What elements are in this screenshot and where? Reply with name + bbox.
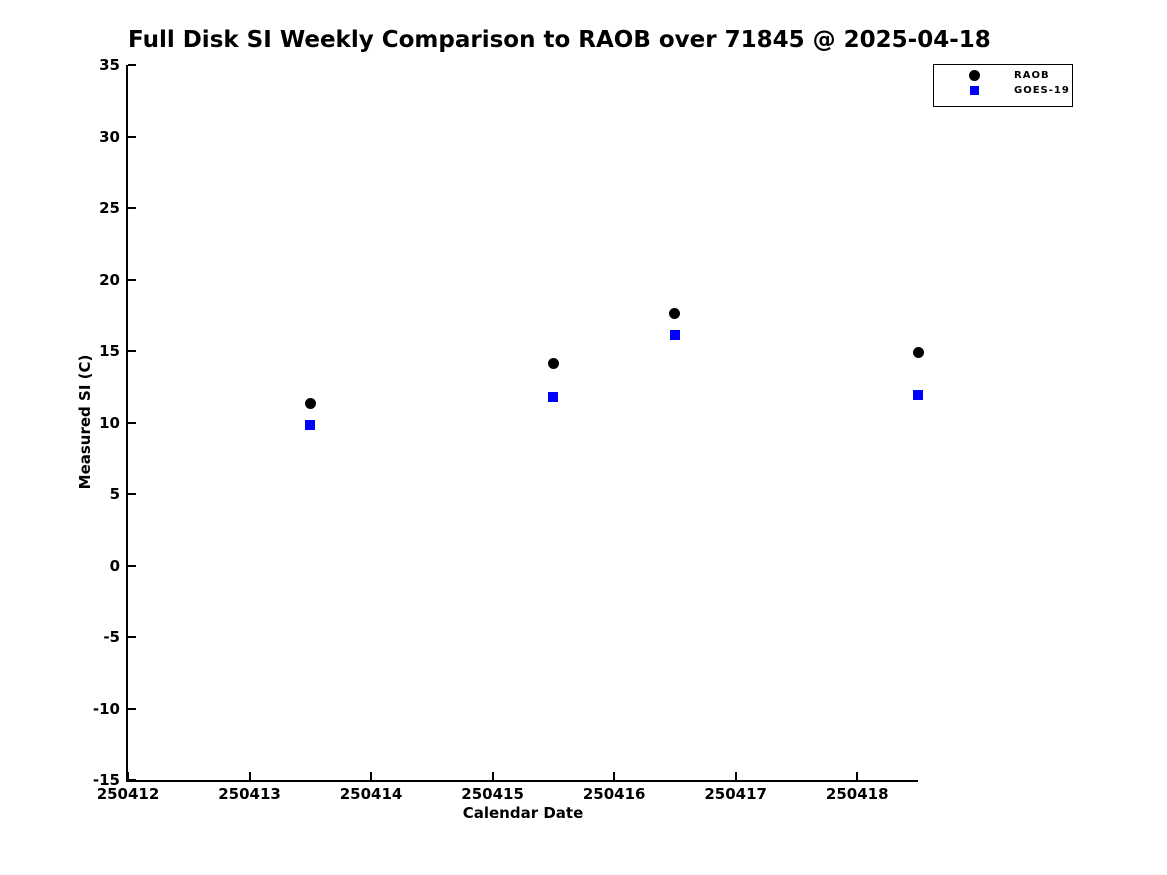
- y-tick-mark: [128, 564, 136, 567]
- y-tick-label: -5: [103, 628, 120, 646]
- x-tick-label: 250418: [825, 785, 889, 803]
- y-tick-label: 30: [99, 127, 120, 146]
- legend-item-goes19: GOES-19: [934, 83, 1072, 98]
- x-tick-label: 250417: [704, 785, 767, 803]
- y-tick-label: 35: [99, 56, 120, 74]
- x-tick-mark: [491, 772, 494, 780]
- y-tick-mark: [128, 421, 136, 424]
- goes19-square-marker-icon: [969, 86, 979, 95]
- legend-label-raob: RAOB: [1014, 70, 1050, 81]
- y-tick-label: 5: [109, 485, 120, 503]
- x-tick-mark: [248, 772, 251, 780]
- x-tick-label: 250413: [218, 785, 281, 803]
- y-tick-mark: [128, 779, 136, 781]
- legend-marker-cell: [934, 86, 1014, 95]
- chart-title: Full Disk SI Weekly Comparison to RAOB o…: [128, 27, 991, 53]
- legend-marker-cell: [934, 70, 1014, 81]
- data-point-goes19: [305, 420, 316, 431]
- y-axis-spine: [126, 65, 128, 782]
- x-tick-label: 250415: [461, 785, 524, 803]
- legend-label-goes19: GOES-19: [1014, 85, 1070, 96]
- x-tick-mark: [127, 772, 129, 780]
- data-point-goes19: [913, 390, 923, 401]
- x-tick-label: 250414: [339, 785, 403, 803]
- y-tick-label: -10: [92, 699, 120, 718]
- y-tick-mark: [128, 278, 136, 281]
- x-tick-mark: [370, 772, 373, 780]
- y-tick-label: 15: [99, 342, 120, 360]
- y-tick-label: 25: [99, 199, 120, 217]
- y-tick-label: 10: [99, 413, 120, 432]
- legend: RAOB GOES-19: [933, 64, 1073, 107]
- y-tick-mark: [128, 135, 136, 138]
- y-tick-mark: [128, 493, 136, 495]
- legend-item-raob: RAOB: [934, 68, 1072, 83]
- x-tick-label: 250412: [96, 785, 160, 803]
- data-point-goes19: [669, 330, 680, 341]
- y-tick-label: 0: [109, 556, 120, 575]
- y-tick-mark: [128, 64, 136, 66]
- y-tick-mark: [128, 207, 136, 209]
- x-tick-mark: [856, 772, 859, 780]
- y-tick-mark: [128, 350, 136, 352]
- data-point-raob: [304, 398, 316, 410]
- x-tick-mark: [613, 772, 616, 780]
- y-tick-mark: [128, 707, 136, 710]
- x-axis-spine: [126, 780, 918, 782]
- x-tick-mark: [734, 772, 737, 780]
- x-axis-label: Calendar Date: [462, 804, 584, 822]
- y-tick-mark: [128, 636, 136, 638]
- y-tick-label: -15: [92, 771, 120, 789]
- data-point-raob: [912, 346, 924, 358]
- raob-circle-marker-icon: [968, 70, 980, 81]
- plot-area: [126, 64, 924, 782]
- data-point-raob: [547, 358, 559, 370]
- data-point-raob: [669, 308, 681, 320]
- y-tick-label: 20: [99, 270, 120, 289]
- x-tick-label: 250416: [582, 785, 646, 803]
- data-point-goes19: [548, 391, 559, 402]
